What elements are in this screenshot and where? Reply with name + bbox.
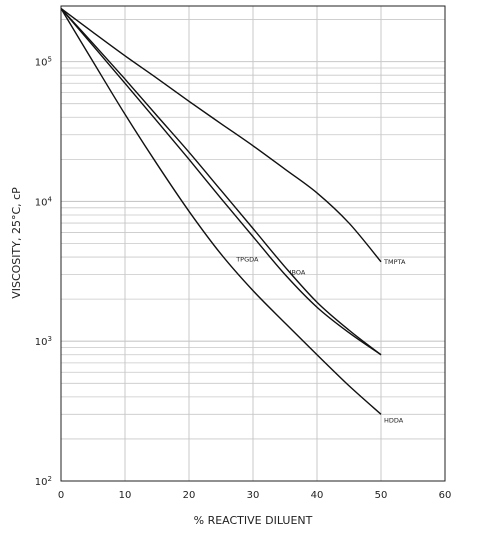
x-tick-label: 30 (247, 490, 260, 501)
y-tick-label: 103 (35, 335, 52, 348)
series-line-iboa (60, 8, 382, 356)
x-tick-label: 0 (58, 490, 64, 501)
series-label-hdda: HDDA (384, 416, 404, 424)
series-label-iboa: IBOA (290, 269, 306, 277)
x-tick-label: 20 (183, 490, 196, 501)
series-line-hdda (60, 8, 382, 415)
grid-lines (61, 6, 445, 481)
x-tick-label: 40 (311, 490, 324, 501)
plot-frame (60, 5, 446, 482)
y-tick-label: 105 (35, 56, 52, 69)
y-axis-title: VISCOSITY, 25°C, cP (10, 187, 23, 299)
x-tick-label: 60 (439, 490, 452, 501)
x-tick-label: 50 (375, 490, 388, 501)
y-tick-labels: 102 103 104 105 (35, 56, 53, 488)
y-tick-label: 102 (35, 475, 52, 488)
series-lines (60, 7, 382, 415)
x-tick-labels: 0 10 20 30 40 50 60 (58, 490, 452, 501)
series-labels: TMPTA IBOA TPGDA HDDA (235, 255, 406, 424)
y-tick-label: 104 (35, 195, 53, 208)
series-line-tpgda (60, 8, 382, 356)
series-line-tmpta (60, 7, 382, 263)
series-label-tmpta: TMPTA (383, 258, 406, 266)
series-label-tpgda: TPGDA (235, 255, 259, 263)
x-tick-label: 10 (119, 490, 132, 501)
x-axis-title: % REACTIVE DILUENT (194, 514, 313, 527)
